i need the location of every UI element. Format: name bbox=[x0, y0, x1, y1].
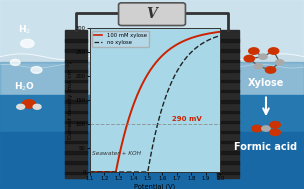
Circle shape bbox=[262, 126, 270, 131]
Circle shape bbox=[265, 67, 276, 73]
Legend: 100 mM xylose, no xylose: 100 mM xylose, no xylose bbox=[92, 31, 149, 47]
Bar bbox=[65, 70, 87, 72]
Circle shape bbox=[33, 104, 41, 109]
Bar bbox=[217, 80, 239, 82]
Bar bbox=[217, 141, 239, 143]
Bar bbox=[217, 111, 239, 113]
FancyBboxPatch shape bbox=[119, 3, 185, 26]
Circle shape bbox=[268, 48, 279, 54]
Circle shape bbox=[254, 64, 263, 69]
Bar bbox=[65, 50, 87, 52]
Bar bbox=[217, 90, 239, 92]
Text: 290 mV: 290 mV bbox=[172, 116, 202, 122]
Bar bbox=[65, 141, 87, 143]
Bar bbox=[217, 172, 239, 174]
Circle shape bbox=[259, 54, 267, 59]
Bar bbox=[0, 62, 304, 189]
Bar bbox=[65, 90, 87, 92]
Text: H$_2$O: H$_2$O bbox=[14, 81, 35, 93]
Bar bbox=[65, 100, 87, 103]
Bar bbox=[217, 60, 239, 62]
Bar bbox=[217, 70, 239, 72]
Bar bbox=[0, 0, 304, 94]
Bar bbox=[65, 60, 87, 62]
Bar bbox=[65, 80, 87, 82]
Bar bbox=[65, 39, 87, 42]
Text: H$_2$: H$_2$ bbox=[18, 24, 31, 36]
Bar bbox=[217, 121, 239, 123]
Circle shape bbox=[22, 100, 36, 108]
Bar bbox=[217, 50, 239, 52]
Circle shape bbox=[31, 67, 42, 73]
Bar bbox=[65, 131, 87, 133]
Circle shape bbox=[270, 122, 280, 128]
Text: Seawater + KOH: Seawater + KOH bbox=[92, 151, 141, 156]
Bar bbox=[217, 151, 239, 153]
Circle shape bbox=[10, 59, 20, 65]
Bar bbox=[217, 100, 239, 103]
Bar bbox=[217, 30, 239, 178]
Circle shape bbox=[275, 60, 284, 65]
Circle shape bbox=[249, 48, 259, 54]
Text: V: V bbox=[147, 7, 157, 21]
Circle shape bbox=[252, 125, 262, 132]
Text: Xylose: Xylose bbox=[248, 78, 284, 88]
Circle shape bbox=[17, 104, 25, 109]
Text: Formic acid: Formic acid bbox=[234, 143, 298, 152]
Bar bbox=[0, 132, 304, 189]
X-axis label: Potential (V): Potential (V) bbox=[134, 184, 176, 189]
Bar bbox=[65, 121, 87, 123]
Bar bbox=[65, 111, 87, 113]
Bar bbox=[217, 39, 239, 42]
Circle shape bbox=[244, 55, 254, 62]
Bar bbox=[65, 30, 87, 178]
Circle shape bbox=[270, 129, 280, 136]
Bar bbox=[217, 161, 239, 164]
Bar bbox=[65, 151, 87, 153]
Bar bbox=[65, 172, 87, 174]
Bar bbox=[65, 161, 87, 164]
Circle shape bbox=[21, 39, 34, 48]
Bar bbox=[0, 94, 304, 189]
Y-axis label: Current density (mA cm⁻²): Current density (mA cm⁻²) bbox=[67, 61, 73, 139]
Bar bbox=[217, 131, 239, 133]
